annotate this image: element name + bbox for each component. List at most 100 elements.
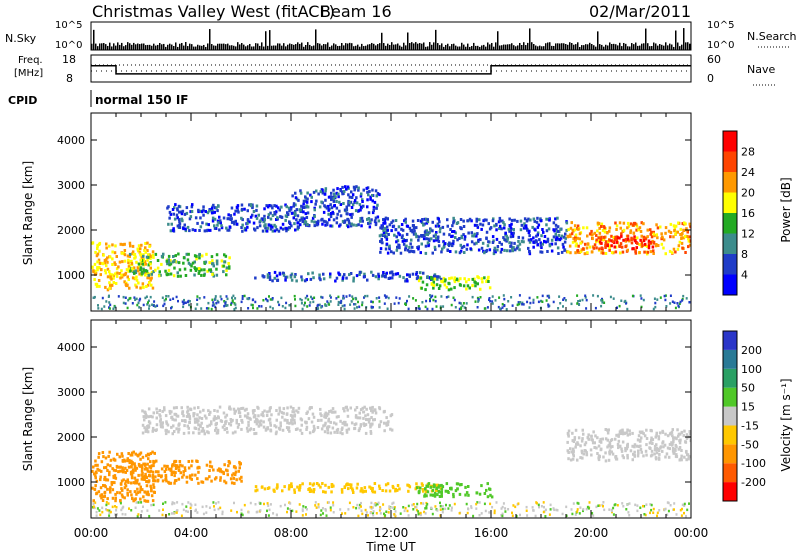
- echo-cell: [161, 425, 164, 429]
- nsky-bar: [501, 45, 503, 50]
- echo-cell: [167, 258, 170, 262]
- echo-cell: [476, 225, 480, 229]
- echo-cell: [111, 496, 115, 500]
- echo-cell: [348, 294, 351, 297]
- echo-cell: [675, 453, 678, 457]
- nsky-bar: [303, 46, 305, 50]
- echo-cell: [144, 250, 147, 254]
- echo-cell: [388, 223, 392, 227]
- echo-cell: [483, 218, 487, 222]
- echo-cell: [124, 296, 127, 299]
- echo-cell: [259, 419, 263, 423]
- echo-cell: [188, 420, 191, 424]
- echo-cell: [149, 262, 152, 266]
- echo-cell: [512, 246, 515, 250]
- echo-cell: [306, 205, 310, 209]
- echo-cell: [418, 489, 421, 493]
- echo-cell: [428, 239, 431, 243]
- echo-cell: [209, 410, 212, 414]
- echo-cell: [261, 229, 265, 233]
- echo-cell: [175, 427, 178, 431]
- echo-cell: [674, 443, 677, 447]
- echo-cell: [314, 504, 317, 507]
- echo-cell: [576, 249, 580, 252]
- nsky-bar: [361, 43, 363, 50]
- echo-cell: [477, 240, 480, 243]
- echo-cell: [630, 241, 634, 245]
- echo-cell: [205, 416, 208, 420]
- echo-cell: [670, 251, 674, 255]
- nsky-bar: [199, 45, 201, 50]
- echo-cell: [586, 234, 589, 238]
- echo-cell: [600, 246, 604, 250]
- echo-cell: [369, 425, 372, 429]
- echo-cell: [360, 487, 363, 491]
- echo-cell: [116, 271, 119, 275]
- echo-cell: [477, 300, 480, 303]
- echo-cell: [430, 282, 434, 286]
- echo-cell: [603, 230, 607, 234]
- nsky-bar: [611, 43, 613, 50]
- echo-cell: [354, 296, 357, 300]
- echo-cell: [227, 228, 231, 232]
- echo-cell: [202, 512, 205, 516]
- echo-cell: [348, 221, 351, 225]
- y-tick-label: 1000: [57, 476, 85, 489]
- echo-cell: [146, 430, 150, 434]
- echo-cell: [273, 223, 276, 227]
- echo-cell: [335, 422, 338, 426]
- echo-cell: [96, 243, 99, 247]
- echo-cell: [625, 447, 629, 451]
- echo-cell: [601, 437, 604, 441]
- echo-cell: [384, 489, 388, 493]
- echo-cell: [155, 416, 158, 420]
- nsky-tick-bottom: 10^0: [55, 40, 82, 51]
- echo-cell: [391, 273, 395, 276]
- echo-cell: [382, 410, 386, 414]
- echo-cell: [504, 231, 507, 235]
- echo-cell: [576, 508, 579, 511]
- echo-cell: [141, 423, 145, 427]
- echo-cell: [320, 218, 323, 222]
- echo-cell: [310, 200, 313, 204]
- nsky-bar: [483, 44, 485, 50]
- echo-cell: [352, 276, 355, 280]
- echo-cell: [161, 409, 164, 413]
- echo-cell: [458, 512, 461, 515]
- echo-cell: [271, 307, 274, 310]
- echo-cell: [358, 305, 361, 309]
- echo-cell: [174, 203, 177, 207]
- echo-cell: [635, 246, 638, 250]
- echo-cell: [576, 442, 580, 446]
- echo-cell: [620, 432, 623, 435]
- echo-cell: [687, 237, 690, 241]
- echo-cell: [554, 232, 557, 236]
- echo-cell: [680, 514, 683, 517]
- echo-cell: [167, 295, 170, 298]
- echo-cell: [207, 307, 210, 310]
- echo-cell: [221, 512, 224, 516]
- echo-cell: [656, 448, 659, 451]
- echo-cell: [285, 229, 288, 233]
- echo-cell: [637, 445, 641, 449]
- echo-cell: [492, 217, 495, 221]
- echo-cell: [650, 235, 654, 239]
- echo-cell: [395, 240, 398, 244]
- nsky-bar: [627, 46, 629, 50]
- echo-cell: [141, 431, 145, 435]
- echo-cell: [525, 509, 528, 512]
- echo-cell: [217, 204, 220, 208]
- echo-cell: [142, 477, 145, 481]
- echo-cell: [593, 243, 597, 247]
- echo-cell: [170, 425, 173, 429]
- echo-cell: [345, 276, 348, 280]
- echo-cell: [642, 454, 645, 458]
- echo-cell: [574, 244, 578, 248]
- nsky-bar: [665, 42, 667, 50]
- echo-cell: [688, 502, 690, 505]
- echo-cell: [330, 195, 333, 199]
- echo-cell: [438, 275, 441, 279]
- echo-cell: [232, 476, 236, 480]
- echo-cell: [616, 306, 618, 309]
- echo-cell: [453, 230, 456, 233]
